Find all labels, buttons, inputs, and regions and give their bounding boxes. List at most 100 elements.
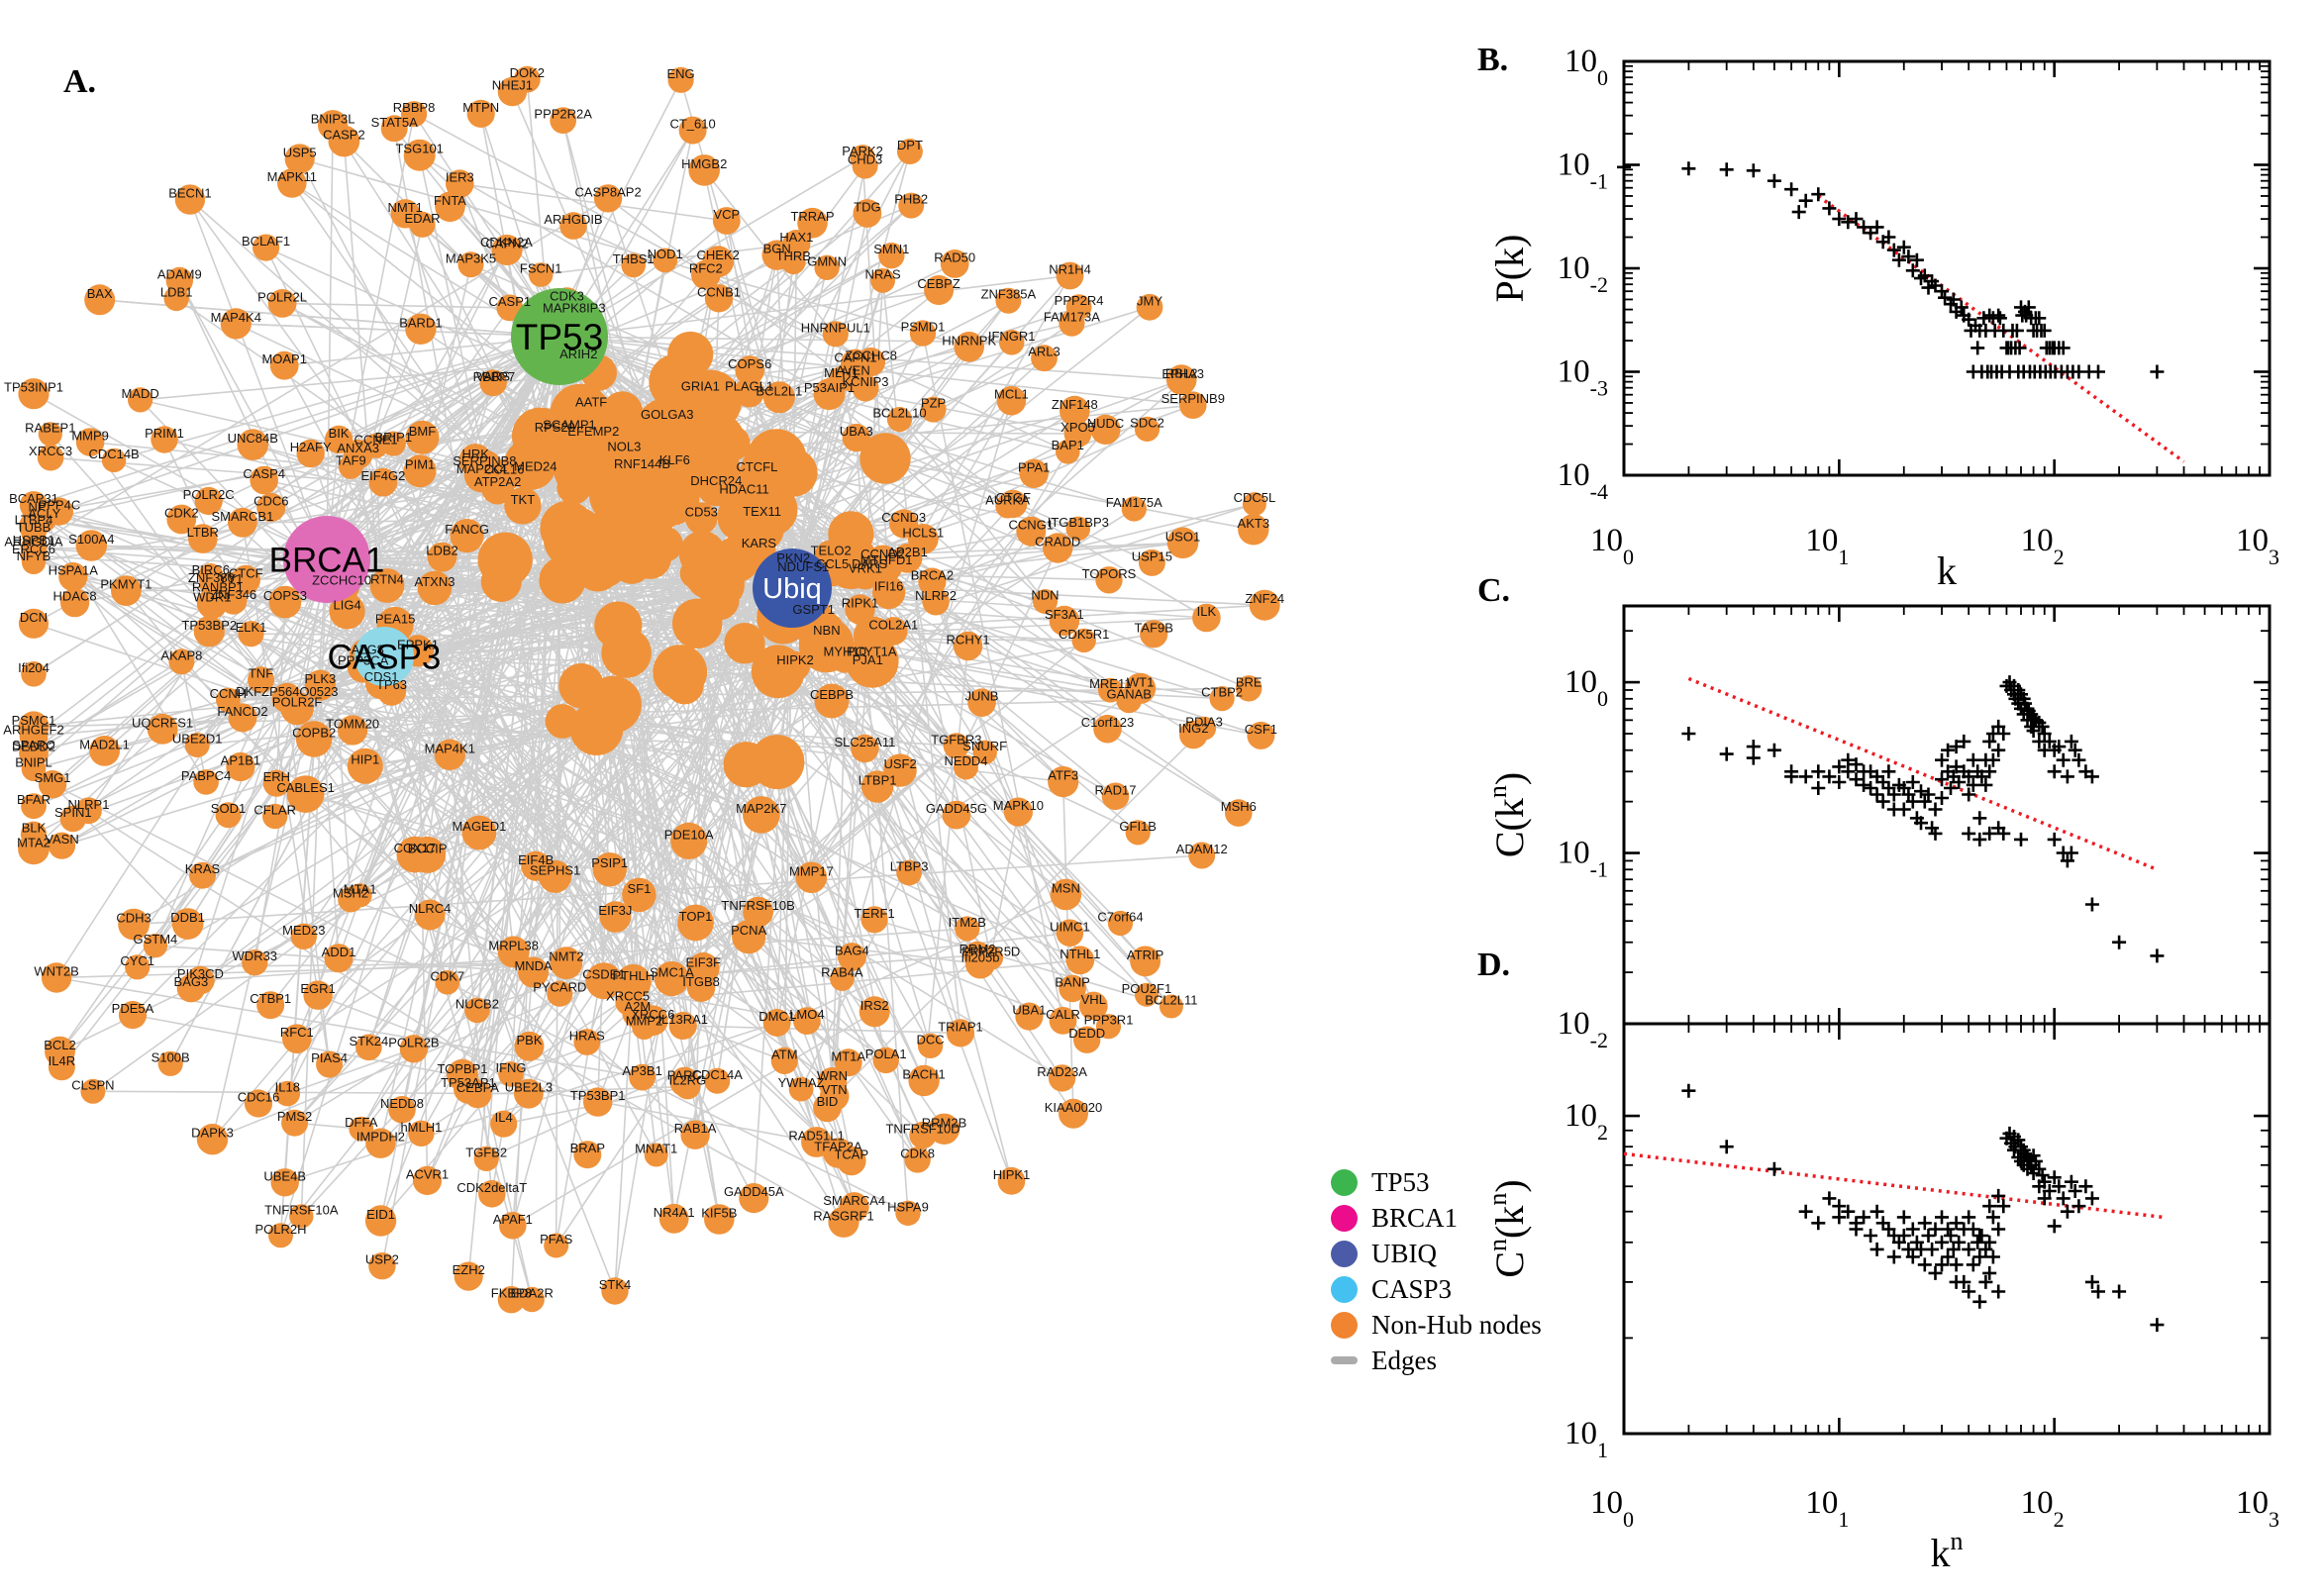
network-node: [268, 1223, 293, 1248]
hub-label-brca1: BRCA1: [269, 541, 385, 579]
node-label: GSPT1: [792, 602, 835, 617]
node-label: CD53: [685, 505, 718, 520]
network-node: [409, 211, 436, 238]
edge: [881, 280, 961, 1034]
node-label: MAPK10: [993, 798, 1044, 813]
node-label: LTBP1: [858, 773, 897, 788]
node-label: UIMC1: [1050, 919, 1089, 934]
network-node: [998, 330, 1025, 355]
node-label: DMC1: [758, 1009, 795, 1024]
network-node: [539, 556, 586, 604]
node-label: AATF: [575, 395, 607, 410]
network-node: [497, 1286, 526, 1314]
edge: [189, 199, 328, 560]
network-node: [316, 1050, 344, 1078]
node-label: RPS29: [535, 420, 575, 435]
network-node: [953, 631, 983, 661]
edge: [580, 685, 856, 1208]
node-label: KLF6: [659, 452, 690, 467]
network-node: [1019, 458, 1049, 488]
network-node: [220, 308, 252, 340]
node-label: AP2B1: [887, 545, 927, 559]
network-node: [860, 770, 894, 803]
network-node: [21, 739, 47, 764]
node-label: BNIP3L: [311, 111, 355, 126]
network-node: [739, 455, 775, 492]
network-node: [870, 268, 895, 293]
network-node: [858, 996, 890, 1028]
edge: [394, 624, 702, 989]
node-label: UQCRFS1: [132, 715, 193, 730]
node-label: RABEP1: [25, 420, 75, 435]
node-label: MTA2: [17, 835, 50, 849]
node-label: DKFZP564O0523: [236, 684, 338, 699]
node-label: NLRP2: [915, 588, 957, 603]
edge: [259, 336, 560, 681]
node-label: CCNH: [210, 686, 248, 701]
node-label: CLSPN: [71, 1077, 114, 1092]
network-node: [347, 748, 383, 784]
node-label: EIF4G2: [361, 468, 406, 483]
network-node: [403, 454, 437, 488]
node-label: IL2RG: [669, 1072, 707, 1087]
node-label: CDK3: [550, 289, 584, 304]
node-label: JUNB: [965, 689, 999, 704]
node-label: RFC1: [280, 1025, 314, 1040]
node-label: CRADD: [1035, 535, 1080, 549]
network-node: [242, 949, 268, 976]
node-label: SLC25A11: [834, 735, 895, 749]
legend-dot-icon: [1331, 1240, 1358, 1267]
edge: [447, 581, 503, 983]
node-label: RANBP1: [192, 580, 244, 595]
network-node: [282, 1024, 312, 1053]
node-label: CDC6: [253, 494, 288, 509]
network-node: [739, 1183, 769, 1214]
node-label: COX17: [394, 841, 437, 855]
node-label: RFC2: [689, 261, 723, 276]
network-node: [1116, 687, 1143, 714]
node-label: CEBPB: [810, 687, 854, 702]
node-label: C7orf64: [1097, 910, 1143, 925]
node-label: PPP2R5D: [961, 944, 1020, 958]
node-label: PKN2: [776, 550, 810, 565]
node-label: XPO5: [1060, 420, 1095, 435]
node-label: ACLY: [28, 506, 60, 521]
network-node: [289, 1204, 314, 1229]
node-label: CDC14B: [88, 447, 139, 461]
network-node: [1078, 991, 1108, 1021]
node-label: PDIA3: [1185, 715, 1223, 730]
node-label: GSTM4: [134, 932, 178, 947]
node-label: CSDE1: [582, 967, 625, 982]
network-node: [621, 252, 646, 278]
node-label: MOAP1: [261, 351, 307, 366]
network-node: [909, 320, 937, 347]
node-label: CDK2: [164, 506, 199, 521]
network-node: [544, 1233, 569, 1258]
node-label: CDK5R1: [1059, 627, 1109, 642]
node-label: SERPINB8: [453, 453, 516, 468]
edge: [33, 554, 778, 1024]
network-node: [513, 65, 541, 93]
data-points: [1617, 159, 2165, 379]
y-tick-label: 10-4: [1558, 457, 1608, 504]
node-label: GOLGA3: [641, 407, 693, 422]
edge: [748, 936, 887, 1061]
node-label: NR1H4: [1049, 262, 1091, 277]
node-label: ERCC6: [12, 542, 55, 556]
node-label: FNTA: [434, 193, 466, 208]
network-node: [1249, 589, 1280, 621]
network-node: [414, 899, 446, 931]
edge: [33, 336, 560, 625]
node-label: TERF1: [855, 906, 895, 921]
network-node: [1063, 420, 1092, 448]
node-label: DDB1: [170, 910, 205, 925]
network-node: [788, 1076, 814, 1102]
node-label: PDE5A: [112, 1001, 154, 1016]
node-label: NP: [28, 500, 46, 515]
network-node: [1188, 842, 1216, 869]
edge: [297, 707, 777, 763]
node-label: NBN: [813, 623, 840, 638]
network-node: [686, 973, 716, 1002]
node-label: CAPN2: [485, 237, 528, 251]
node-label: IL13RA1: [657, 1012, 708, 1027]
